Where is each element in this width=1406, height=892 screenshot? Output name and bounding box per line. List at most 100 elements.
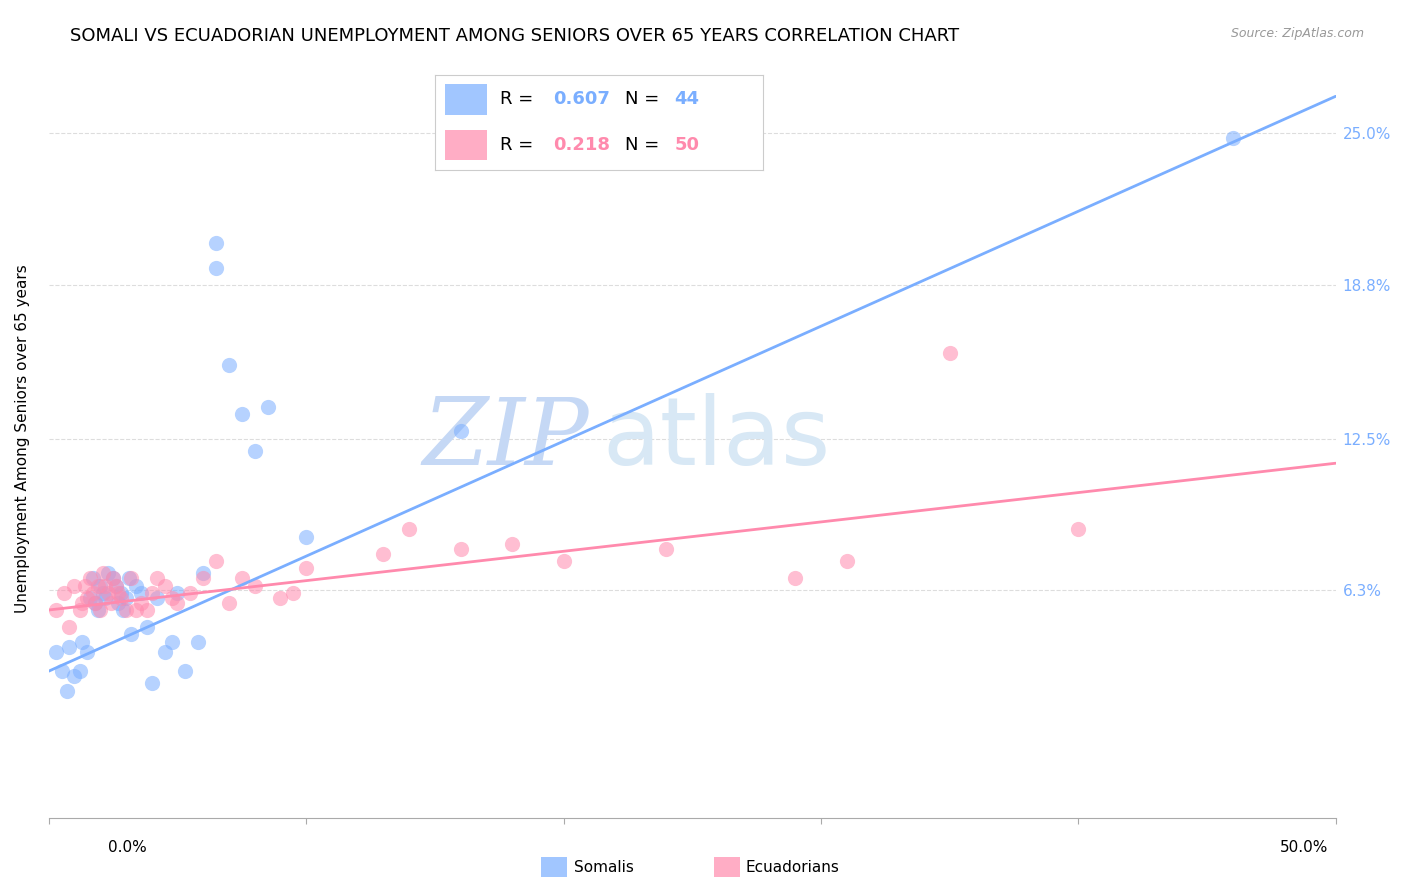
Point — [73, 578, 96, 592]
Point — [231, 571, 253, 585]
Point — [58, 620, 80, 634]
Point — [205, 235, 228, 250]
Point — [112, 603, 135, 617]
Point — [162, 635, 184, 649]
Point — [82, 571, 104, 585]
Point — [91, 566, 114, 581]
Point — [89, 603, 111, 617]
Point — [97, 586, 120, 600]
Point — [373, 547, 395, 561]
Point — [1222, 131, 1244, 145]
Point — [110, 586, 132, 600]
Point — [135, 603, 157, 617]
Point — [166, 596, 188, 610]
Point — [91, 586, 114, 600]
Point — [79, 571, 101, 585]
Point — [218, 596, 240, 610]
Point — [295, 561, 318, 575]
Point — [107, 596, 129, 610]
Point — [135, 620, 157, 634]
Text: 50.0%: 50.0% — [1281, 840, 1329, 855]
Point — [131, 596, 153, 610]
Point — [107, 586, 129, 600]
Point — [1067, 522, 1090, 536]
Point — [104, 578, 127, 592]
Point — [166, 586, 188, 600]
Point — [70, 635, 93, 649]
Point — [117, 571, 139, 585]
Point — [94, 591, 117, 605]
Point — [256, 400, 278, 414]
Point — [101, 571, 124, 585]
Point — [76, 644, 98, 658]
Point — [938, 346, 960, 360]
Point — [283, 586, 305, 600]
Point — [174, 664, 197, 678]
Point — [115, 591, 138, 605]
Point — [55, 683, 77, 698]
Point — [205, 554, 228, 568]
Point — [125, 603, 148, 617]
Point — [231, 407, 253, 421]
Text: Ecuadorians: Ecuadorians — [745, 860, 839, 874]
Point — [69, 664, 91, 678]
Point — [295, 530, 318, 544]
Point — [115, 603, 138, 617]
Point — [51, 664, 73, 678]
Point — [153, 578, 176, 592]
Point — [45, 644, 67, 658]
Y-axis label: Unemployment Among Seniors over 65 years: Unemployment Among Seniors over 65 years — [15, 264, 30, 613]
Point — [110, 591, 132, 605]
Point — [243, 444, 266, 458]
Point — [89, 578, 111, 592]
Point — [101, 571, 124, 585]
Point — [501, 537, 523, 551]
Point — [835, 554, 858, 568]
Point — [146, 591, 169, 605]
Text: 0.0%: 0.0% — [108, 840, 148, 855]
Point — [70, 596, 93, 610]
Point — [153, 644, 176, 658]
Point — [553, 554, 575, 568]
Text: ZIP: ZIP — [423, 393, 589, 483]
Point — [141, 676, 163, 690]
Point — [269, 591, 291, 605]
Text: atlas: atlas — [602, 392, 831, 484]
Point — [218, 359, 240, 373]
Point — [162, 591, 184, 605]
Text: Somalis: Somalis — [574, 860, 634, 874]
Point — [125, 578, 148, 592]
Point — [63, 669, 86, 683]
Point — [450, 541, 472, 556]
Point — [205, 260, 228, 275]
Point — [104, 578, 127, 592]
Point — [82, 586, 104, 600]
Point — [193, 566, 215, 581]
Point — [84, 596, 107, 610]
Point — [450, 425, 472, 439]
Point — [69, 603, 91, 617]
Point — [58, 640, 80, 654]
Point — [97, 566, 120, 581]
Point — [655, 541, 678, 556]
Point — [86, 578, 108, 592]
Point — [131, 586, 153, 600]
Point — [53, 586, 76, 600]
Text: SOMALI VS ECUADORIAN UNEMPLOYMENT AMONG SENIORS OVER 65 YEARS CORRELATION CHART: SOMALI VS ECUADORIAN UNEMPLOYMENT AMONG … — [70, 27, 959, 45]
Point — [243, 578, 266, 592]
Point — [45, 603, 67, 617]
Point — [76, 591, 98, 605]
Point — [120, 627, 142, 641]
Point — [86, 603, 108, 617]
Point — [179, 586, 201, 600]
Point — [63, 578, 86, 592]
Point — [120, 571, 142, 585]
Point — [398, 522, 420, 536]
Point — [94, 578, 117, 592]
Point — [100, 596, 122, 610]
Point — [79, 591, 101, 605]
Point — [187, 635, 209, 649]
Point — [146, 571, 169, 585]
Point — [141, 586, 163, 600]
Point — [193, 571, 215, 585]
